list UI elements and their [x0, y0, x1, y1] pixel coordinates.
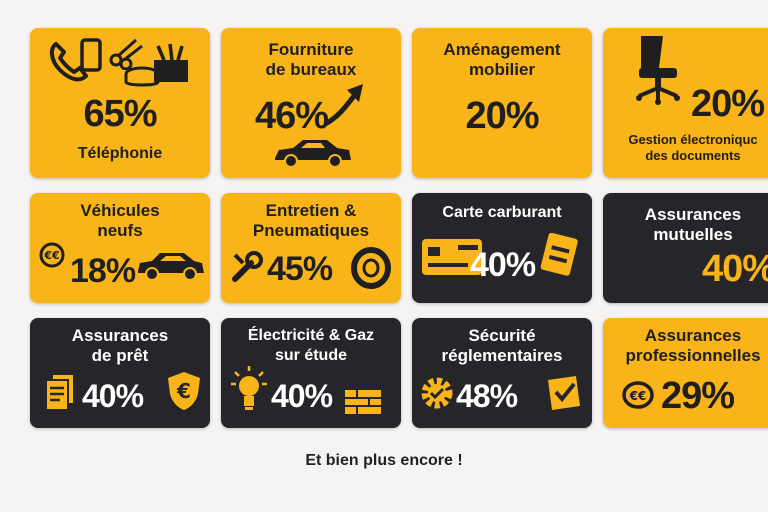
box-icon — [154, 43, 188, 82]
card-amenagement-mobilier: Aménagement mobilier 20% — [412, 28, 592, 178]
document-icon — [45, 373, 75, 411]
wrench-icon — [232, 251, 263, 282]
card-title: Carte carburant — [442, 204, 562, 221]
card-telephonie: 65% Téléphonie — [30, 28, 210, 178]
bricks-icon — [345, 390, 381, 414]
card-fourniture-bureaux: Fourniture de bureaux 46% — [221, 28, 401, 178]
fuel-card-icon — [422, 239, 482, 275]
percent-value: 40% — [82, 378, 144, 414]
percent-value: 20% — [465, 95, 539, 137]
car-icon — [138, 253, 204, 281]
percent-value: 40% — [271, 378, 333, 414]
card-title: Téléphonie — [77, 145, 163, 162]
card-assurances-professionnelles: Assurances professionnelles €€ 29% — [603, 318, 768, 428]
card-title: Assurances de prêt — [71, 326, 169, 365]
card-electricite-gaz: Électricité & Gaz sur étude 40% — [221, 318, 401, 428]
footer-text: Et bien plus encore ! — [305, 452, 463, 469]
percent-value: 40% — [701, 248, 768, 290]
card-title: Fourniture de bureaux — [265, 40, 357, 79]
card-assurances-mutuelles: Assurances mutuelles 40% — [603, 193, 768, 303]
percent-value: 65% — [83, 93, 157, 135]
svg-text:€€: €€ — [629, 389, 647, 403]
checklist-icon — [548, 376, 580, 410]
percent-value: 20% — [691, 83, 765, 125]
euro-coin-icon: €€ — [622, 381, 654, 409]
tools-icon — [109, 38, 143, 70]
card-title: Sécurité réglementaires — [441, 326, 563, 365]
offer-grid: 65% Téléphonie Fourniture de bureaux 46%… — [30, 28, 768, 428]
percent-value: 46% — [255, 95, 329, 137]
card-title: Assurances professionnelles — [625, 326, 761, 365]
percent-value: 18% — [70, 252, 136, 290]
card-title: Électricité & Gaz sur étude — [247, 327, 375, 364]
card-assurances-pret: Assurances de prêt 40% € — [30, 318, 210, 428]
card-gestion-documents: 20% Gestion électroniquc des documents — [603, 28, 768, 178]
phone-icon — [49, 38, 102, 82]
card-title: Assurances mutuelles — [644, 205, 742, 244]
card-title: Aménagement mobilier — [443, 40, 561, 79]
card-carte-carburant: Carte carburant 40% — [412, 193, 592, 303]
shield-euro-icon: € — [168, 372, 200, 410]
coins-icon — [124, 66, 160, 87]
card-title: Gestion électroniquc des documents — [628, 132, 758, 163]
gear-check-icon — [421, 377, 453, 409]
card-vehicules-neufs: Véhicules neufs €€ 18% — [30, 193, 210, 303]
svg-text:€€: €€ — [43, 249, 59, 262]
card-title: Entretien & Pneumatiques — [252, 201, 370, 240]
fuel-card-icon — [540, 233, 578, 276]
lightbulb-icon — [231, 366, 267, 410]
office-chair-icon — [636, 36, 680, 105]
arrow-up-icon — [323, 84, 363, 127]
card-securite-reglementaires: Sécurité réglementaires 48% — [412, 318, 592, 428]
card-entretien-pneumatiques: Entretien & Pneumatiques 45% — [221, 193, 401, 303]
percent-value: 45% — [267, 250, 333, 288]
percent-value: 40% — [470, 246, 536, 284]
tire-icon — [351, 247, 391, 289]
car-icon — [275, 140, 351, 168]
card-title: Véhicules neufs — [80, 201, 160, 240]
euro-coin-icon: €€ — [39, 242, 65, 268]
percent-value: 29% — [661, 375, 735, 417]
percent-value: 48% — [456, 378, 518, 414]
svg-text:€: € — [176, 379, 191, 403]
